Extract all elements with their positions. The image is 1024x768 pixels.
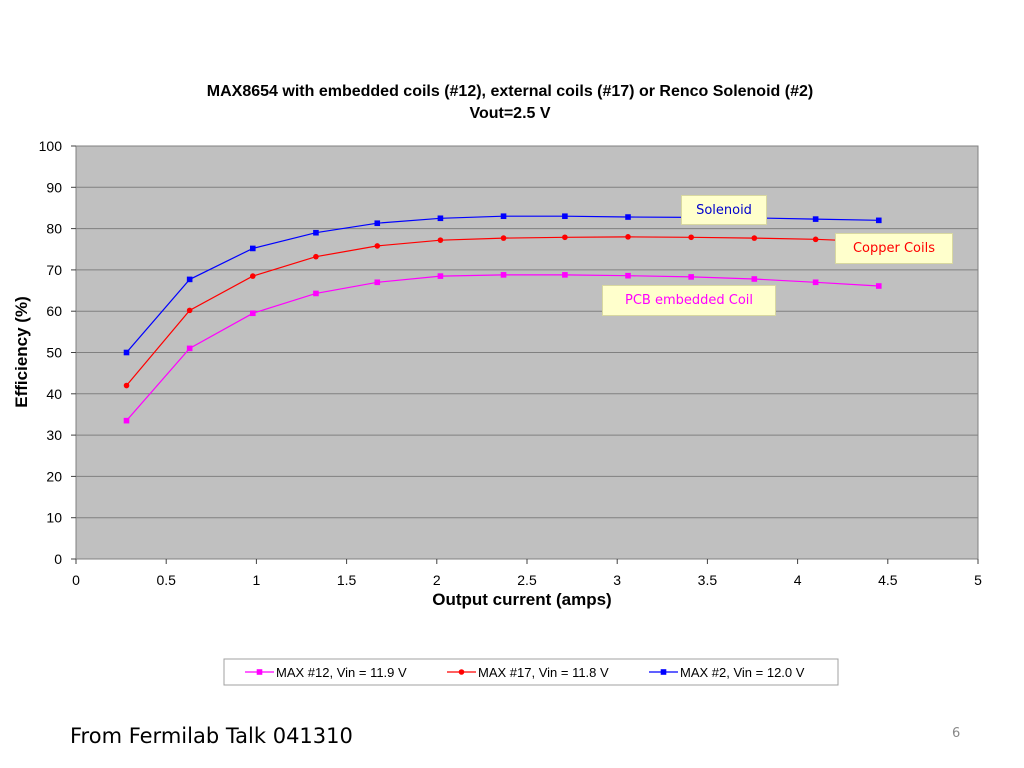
data-point bbox=[500, 235, 507, 241]
y-tick-label: 70 bbox=[46, 262, 62, 278]
series-2 bbox=[123, 234, 882, 389]
y-tick-label: 40 bbox=[46, 386, 62, 402]
callout-solenoid-text: Solenoid bbox=[696, 202, 752, 218]
data-point bbox=[625, 272, 631, 279]
x-tick-label: 2.5 bbox=[517, 572, 537, 588]
legend-label: MAX #12, Vin = 11.9 V bbox=[276, 665, 407, 680]
data-point bbox=[186, 345, 193, 352]
x-tick-label: 3.5 bbox=[698, 572, 718, 588]
source-footer: From Fermilab Talk 041310 bbox=[70, 724, 353, 748]
y-tick-label: 60 bbox=[46, 303, 62, 319]
data-point bbox=[688, 234, 694, 241]
data-point bbox=[875, 217, 882, 224]
data-point bbox=[500, 272, 507, 278]
data-point bbox=[374, 279, 381, 286]
data-point bbox=[374, 243, 381, 249]
x-axis-label: Output current (amps) bbox=[432, 590, 611, 609]
callout-copper-coils: Copper Coils bbox=[835, 233, 953, 264]
legend-box bbox=[223, 658, 839, 686]
data-point bbox=[437, 237, 444, 243]
data-point bbox=[812, 279, 819, 286]
x-tick-label: 2 bbox=[433, 572, 441, 588]
legend-marker bbox=[256, 669, 263, 675]
y-axis-ticks: 0 10 20 30 40 50 60 70 80 90 100 bbox=[39, 138, 76, 567]
legend-item-3: MAX #2, Vin = 12.0 V bbox=[649, 665, 805, 680]
y-tick-label: 0 bbox=[54, 551, 62, 567]
data-point bbox=[186, 307, 193, 314]
x-tick-label: 4.5 bbox=[878, 572, 898, 588]
x-tick-label: 0 bbox=[72, 572, 80, 588]
data-point bbox=[186, 276, 193, 283]
y-tick-label: 100 bbox=[39, 138, 63, 154]
data-point bbox=[562, 272, 568, 278]
data-point bbox=[313, 290, 319, 297]
legend-marker bbox=[660, 669, 667, 675]
data-point bbox=[812, 236, 819, 243]
data-point bbox=[751, 235, 758, 241]
data-point bbox=[625, 214, 631, 220]
x-tick-label: 4 bbox=[794, 572, 802, 588]
y-tick-label: 80 bbox=[46, 221, 62, 237]
legend-label: MAX #17, Vin = 11.8 V bbox=[478, 665, 609, 680]
callout-pcb-embedded-coil: PCB embedded Coil bbox=[602, 285, 776, 316]
data-point bbox=[500, 213, 507, 220]
x-tick-label: 1.5 bbox=[337, 572, 357, 588]
page-number: 6 bbox=[952, 726, 961, 741]
callout-solenoid: Solenoid bbox=[681, 195, 767, 225]
data-point bbox=[123, 382, 130, 389]
data-point bbox=[437, 215, 444, 222]
x-tick-label: 1 bbox=[253, 572, 261, 588]
y-tick-label: 30 bbox=[46, 427, 62, 443]
data-point bbox=[374, 220, 381, 227]
callout-pcb-embedded-coil-text: PCB embedded Coil bbox=[624, 293, 754, 308]
chart-title: MAX8654 with embedded coils (#12), exter… bbox=[207, 83, 813, 100]
data-point bbox=[123, 349, 130, 356]
data-point bbox=[249, 310, 256, 317]
data-point bbox=[249, 245, 256, 252]
y-tick-label: 90 bbox=[46, 179, 62, 195]
chart-subtitle: Vout=2.5 V bbox=[469, 105, 550, 122]
callout-copper-coils-text: Copper Coils bbox=[852, 241, 936, 256]
legend-marker bbox=[458, 669, 465, 675]
data-point bbox=[313, 253, 319, 260]
data-point bbox=[123, 417, 130, 424]
legend: MAX #12, Vin = 11.9 V MAX #17, Vin = 11.8… bbox=[223, 658, 839, 686]
y-tick-label: 20 bbox=[46, 468, 62, 484]
legend-item-2: MAX #17, Vin = 11.8 V bbox=[447, 665, 609, 680]
data-point bbox=[688, 274, 694, 280]
data-point bbox=[249, 273, 256, 279]
x-tick-label: 0.5 bbox=[156, 572, 176, 588]
data-point bbox=[562, 213, 568, 220]
x-axis-ticks: 0 0.5 1 1.5 2 2.5 3 3.5 4 4.5 5 bbox=[72, 559, 982, 588]
x-tick-label: 5 bbox=[974, 572, 982, 588]
data-point bbox=[562, 234, 568, 241]
data-point bbox=[812, 216, 819, 222]
legend-item-1: MAX #12, Vin = 11.9 V bbox=[245, 665, 407, 680]
series-1 bbox=[123, 272, 882, 424]
legend-label: MAX #2, Vin = 12.0 V bbox=[680, 665, 805, 680]
y-tick-label: 10 bbox=[46, 510, 62, 526]
x-tick-label: 3 bbox=[613, 572, 621, 588]
y-axis-label: Efficiency (%) bbox=[12, 296, 31, 407]
y-tick-label: 50 bbox=[46, 345, 62, 361]
data-point bbox=[875, 283, 882, 289]
data-point bbox=[625, 234, 631, 240]
gridlines bbox=[76, 186, 978, 519]
data-point bbox=[437, 273, 444, 279]
data-point bbox=[313, 229, 319, 236]
data-point bbox=[751, 276, 758, 282]
